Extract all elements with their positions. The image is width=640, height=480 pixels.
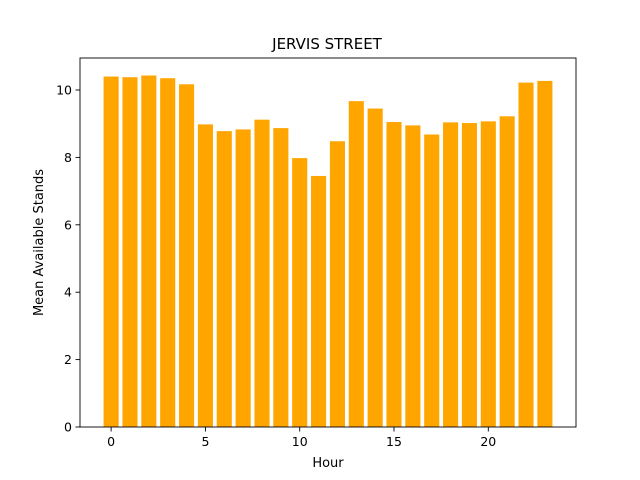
bar-hour-6 bbox=[216, 131, 232, 427]
x-tick-label: 0 bbox=[107, 434, 115, 449]
y-tick-label: 10 bbox=[56, 83, 72, 98]
bars-group bbox=[103, 75, 553, 428]
x-axis-label: Hour bbox=[312, 456, 344, 471]
x-tick-label: 10 bbox=[292, 434, 308, 449]
y-tick-label: 6 bbox=[64, 217, 72, 232]
bar-hour-10 bbox=[292, 158, 308, 427]
bar-hour-16 bbox=[405, 125, 421, 427]
bar-hour-15 bbox=[386, 122, 402, 427]
bar-hour-13 bbox=[348, 101, 364, 427]
bar-hour-8 bbox=[254, 119, 270, 428]
bar-hour-4 bbox=[179, 84, 195, 427]
y-tick-label: 2 bbox=[64, 352, 72, 367]
bar-hour-17 bbox=[424, 134, 440, 427]
x-tick-label: 5 bbox=[201, 434, 209, 449]
chart-title: JERVIS STREET bbox=[271, 35, 383, 53]
bar-hour-11 bbox=[311, 175, 327, 427]
x-tick-label: 15 bbox=[386, 434, 402, 449]
bar-hour-0 bbox=[103, 76, 119, 428]
bar-hour-9 bbox=[273, 128, 289, 428]
bar-hour-21 bbox=[499, 116, 515, 427]
bar-hour-18 bbox=[443, 122, 459, 427]
plot-frame bbox=[79, 57, 577, 428]
bar-hour-20 bbox=[480, 121, 496, 427]
x-axis-ticks: 0 5 10 15 20 bbox=[107, 427, 496, 449]
y-tick-label: 8 bbox=[64, 150, 72, 165]
y-tick-label: 0 bbox=[64, 420, 72, 435]
bar-hour-19 bbox=[461, 123, 477, 427]
bar-hour-12 bbox=[329, 141, 345, 428]
x-tick-label: 20 bbox=[480, 434, 496, 449]
y-tick-label: 4 bbox=[64, 285, 72, 300]
bar-hour-7 bbox=[235, 129, 251, 427]
bar-hour-1 bbox=[122, 77, 138, 427]
bar-hour-3 bbox=[160, 78, 176, 427]
bar-hour-5 bbox=[197, 124, 213, 428]
bar-hour-23 bbox=[537, 80, 553, 427]
bar-hour-14 bbox=[367, 108, 383, 427]
y-axis-label: Mean Available Stands bbox=[32, 169, 47, 316]
bar-hour-22 bbox=[518, 82, 534, 427]
bar-hour-2 bbox=[141, 75, 157, 427]
y-axis-ticks: 0 2 4 6 8 10 bbox=[56, 83, 80, 435]
